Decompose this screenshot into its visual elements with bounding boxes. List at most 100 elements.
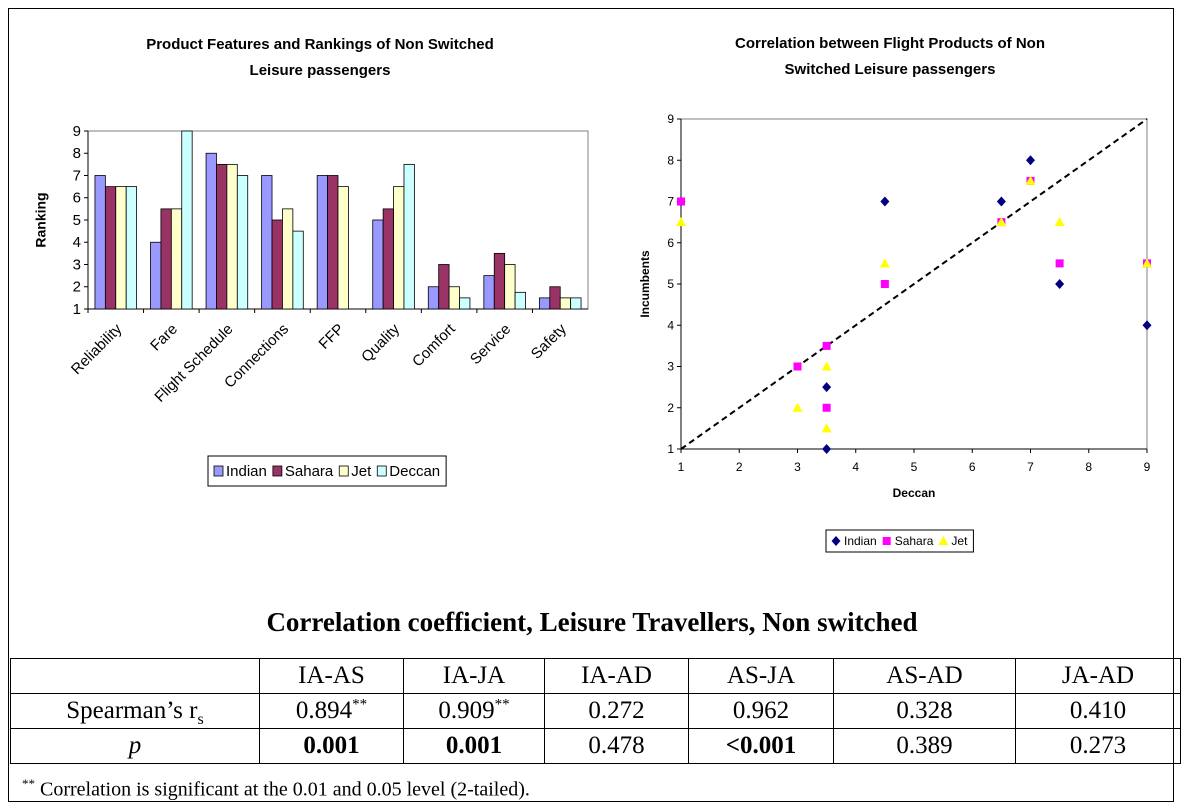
- x-tick-label: 2: [736, 460, 743, 474]
- y-tick-label: 1: [73, 301, 81, 318]
- bar: [282, 208, 294, 310]
- bar: [549, 286, 561, 310]
- x-tick-label: Quality: [358, 320, 403, 365]
- value-text: 0.478: [588, 732, 645, 759]
- bar: [271, 219, 283, 310]
- value-cell: 0.410: [1015, 693, 1181, 729]
- value-text: 0.389: [896, 732, 953, 759]
- value-cell: <0.001: [688, 728, 834, 764]
- bar: [403, 163, 415, 310]
- y-tick-label: 9: [73, 123, 81, 140]
- bar: [393, 186, 405, 310]
- row-label: Spearman’s rs: [10, 693, 260, 729]
- bar: [226, 163, 238, 310]
- value-cell: 0.001: [259, 728, 404, 764]
- table-title: Correlation coefficient, Leisure Travell…: [266, 607, 918, 637]
- marker: [996, 196, 1006, 207]
- value-cell: 0.001: [403, 728, 545, 764]
- marker: [822, 403, 831, 412]
- legend-swatch: [338, 465, 349, 477]
- y-tick-label: 5: [667, 277, 674, 291]
- chart-title: Leisure passengers: [250, 62, 391, 79]
- value-text: 0.410: [1069, 697, 1127, 724]
- frame: [8, 8, 1174, 802]
- x-tick-label: 6: [969, 460, 976, 474]
- value-text: 0.001: [445, 732, 503, 759]
- value-cell: 0.328: [833, 693, 1016, 729]
- value-cell: 0.962: [688, 693, 834, 729]
- y-tick-label: 4: [73, 234, 81, 251]
- bar: [205, 152, 217, 310]
- value-text: <0.001: [725, 732, 797, 759]
- bar: [104, 186, 117, 310]
- marker: [676, 217, 686, 227]
- value-cell: 0.478: [544, 728, 689, 764]
- legend-label: Sahara: [895, 534, 934, 548]
- marker: [831, 536, 841, 546]
- value-text: 0.273: [1069, 732, 1127, 759]
- bar: [115, 186, 127, 310]
- header-cell: IA-JA: [403, 658, 545, 694]
- footnote: ** Correlation is significant at the 0.0…: [22, 776, 530, 802]
- x-tick-label: 7: [1027, 460, 1034, 474]
- bar: [316, 175, 328, 310]
- marker: [822, 382, 832, 393]
- row-label-subscript: s: [197, 711, 204, 728]
- x-tick-label: 3: [794, 460, 801, 474]
- row-label-text: Spearman’s r: [66, 697, 198, 724]
- y-axis-label: Incumbents: [638, 250, 652, 318]
- bar: [327, 175, 339, 310]
- bar: [427, 286, 440, 310]
- marker: [822, 341, 831, 350]
- marker: [822, 444, 832, 454]
- bar: [493, 252, 506, 310]
- y-tick-label: 7: [667, 195, 674, 209]
- marker: [1055, 279, 1065, 289]
- marker: [677, 197, 685, 206]
- x-tick-label: Comfort: [409, 320, 459, 370]
- identity-line: [680, 118, 1148, 450]
- header-row: IA-AS IA-JA IA-AD AS-JA AS-AD JA-AD: [10, 658, 1181, 694]
- table-row: Spearman’s rs 0.894** 0.909** 0.272 0.962 0.3…: [10, 693, 1181, 729]
- value-text: 0.962: [732, 697, 790, 724]
- legend-box: [825, 529, 974, 553]
- bar: [538, 297, 551, 310]
- marker: [793, 362, 802, 371]
- y-tick-label: 2: [667, 401, 674, 415]
- legend-label: Sahara: [285, 463, 334, 480]
- bar: [337, 186, 349, 310]
- footnote-mark: **: [22, 776, 35, 791]
- significance-mark: **: [352, 696, 368, 713]
- y-tick-label: 7: [73, 167, 81, 184]
- y-tick-label: 8: [73, 145, 81, 162]
- chart-title: Switched Leisure passengers: [785, 61, 996, 78]
- marker: [1142, 320, 1152, 331]
- legend-swatch: [272, 465, 283, 477]
- bar: [483, 275, 495, 310]
- bar: [261, 175, 273, 310]
- header-cell: IA-AD: [544, 658, 689, 694]
- legend-label: Indian: [226, 463, 267, 480]
- y-tick-label: 6: [73, 190, 81, 207]
- marker: [821, 423, 832, 433]
- bar: [438, 264, 450, 310]
- y-tick-label: 9: [667, 112, 674, 126]
- y-tick-label: 3: [667, 360, 674, 374]
- y-tick-label: 3: [73, 256, 81, 273]
- value-cell: 0.272: [544, 693, 689, 729]
- marker: [882, 537, 891, 545]
- bar: [514, 291, 526, 310]
- legend-box: [207, 455, 447, 487]
- row-label-text: p: [128, 732, 142, 759]
- bar: [150, 241, 162, 310]
- bar: [559, 297, 572, 310]
- value-text: 0.328: [896, 697, 953, 724]
- marker: [792, 402, 803, 412]
- header-cell: AS-JA: [688, 658, 834, 694]
- bar: [125, 186, 138, 310]
- bar: [170, 208, 183, 310]
- footnote-text: Correlation is significant at the 0.01 a…: [40, 778, 530, 801]
- y-tick-label: 4: [667, 318, 674, 332]
- x-tick-label: 9: [1144, 460, 1151, 474]
- y-tick-label: 1: [667, 442, 674, 456]
